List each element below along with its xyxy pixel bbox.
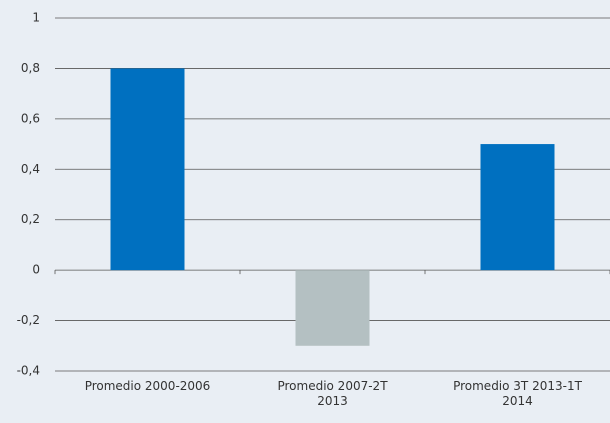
y-tick-label: 0 [32,263,40,277]
y-tick-label: 0,8 [21,61,40,75]
y-tick-label: 0,6 [21,111,40,125]
bar [295,270,370,346]
bar [110,68,185,271]
y-tick-label: 1 [32,11,40,25]
y-tick-label: 0,2 [21,212,40,226]
x-tick-label: Promedio 2000-2006 [84,379,211,393]
x-tick-label: Promedio 2007-2T 2013 [277,379,388,408]
y-tick-label: 0,4 [21,162,40,176]
bar [480,144,555,271]
x-tick-label: Promedio 3T 2013-1T 2014 [453,379,582,408]
y-tick-label: -0,2 [17,313,40,327]
y-tick-label: -0,4 [17,364,40,378]
